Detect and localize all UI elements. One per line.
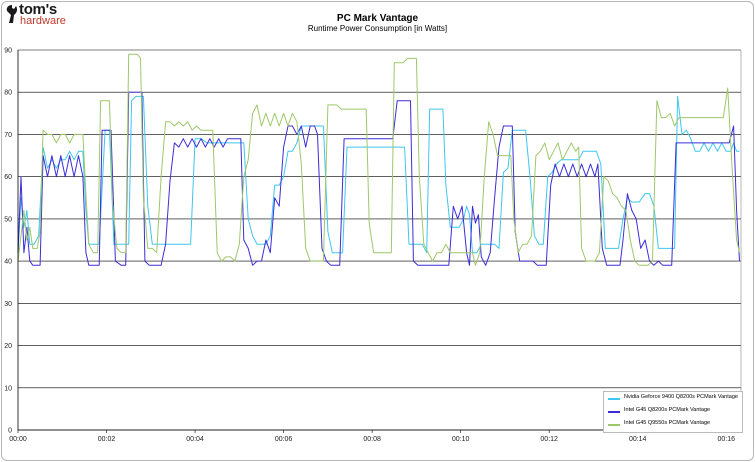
tick-labels: 0 10 20 30 40 50 60 70 80 90 00:00 00:02 00:04 00:06 0… xyxy=(4,48,735,444)
y-tick-label: 30 xyxy=(4,301,12,308)
legend-label: Intel G45 Q8200s PCMark Vantage xyxy=(624,407,711,413)
legend-item: Nvidia Geforce 9400 Q8200s PCMark Vantag… xyxy=(604,394,742,405)
x-tick-label: 00:04 xyxy=(186,436,204,443)
x-tick-label: 00:00 xyxy=(9,436,27,443)
chart-subtitle: Runtime Power Consumption [in Watts] xyxy=(307,24,448,33)
y-tick-label: 60 xyxy=(4,174,12,181)
legend-swatch xyxy=(608,398,620,400)
series-lines xyxy=(17,53,740,266)
legend: Nvidia Geforce 9400 Q8200s PCMark Vantag… xyxy=(603,391,743,433)
toms-hardware-logo: tom's hardware xyxy=(5,1,69,29)
x-tick-label: 00:14 xyxy=(629,436,647,443)
x-tick-label: 00:12 xyxy=(540,436,558,443)
x-tick-label: 00:02 xyxy=(98,436,116,443)
y-tick-label: 20 xyxy=(4,343,12,350)
series-line-2 xyxy=(17,91,740,266)
wrench-icon xyxy=(6,5,18,23)
logo-wordmark-top: tom's xyxy=(19,1,57,18)
legend-item: Intel G45 Q9550s PCMark Vantage xyxy=(604,420,742,431)
legend-swatch xyxy=(608,411,620,413)
y-tick-label: 90 xyxy=(4,48,12,55)
x-tick-label: 00:08 xyxy=(363,436,381,443)
y-tick-label: 50 xyxy=(4,216,12,223)
x-tick-label: 00:10 xyxy=(452,436,470,443)
y-tick-label: 40 xyxy=(4,259,12,266)
chart-title: PC Mark Vantage xyxy=(336,13,419,24)
x-tick-label: 00:06 xyxy=(275,436,293,443)
legend-label: Intel G45 Q9550s PCMark Vantage xyxy=(624,420,711,426)
legend-item: Intel G45 Q8200s PCMark Vantage xyxy=(604,407,742,418)
y-tick-label: 80 xyxy=(4,90,12,97)
legend-swatch xyxy=(608,424,620,426)
y-tick-label: 0 xyxy=(8,428,12,435)
logo-wordmark-bottom: hardware xyxy=(20,15,66,27)
legend-label: Nvidia Geforce 9400 Q8200s PCMark Vantag… xyxy=(624,394,738,400)
y-tick-label: 10 xyxy=(4,385,12,392)
x-tick-label: 00:16 xyxy=(717,436,735,443)
y-tick-label: 70 xyxy=(4,132,12,139)
series-line-3 xyxy=(17,53,740,266)
